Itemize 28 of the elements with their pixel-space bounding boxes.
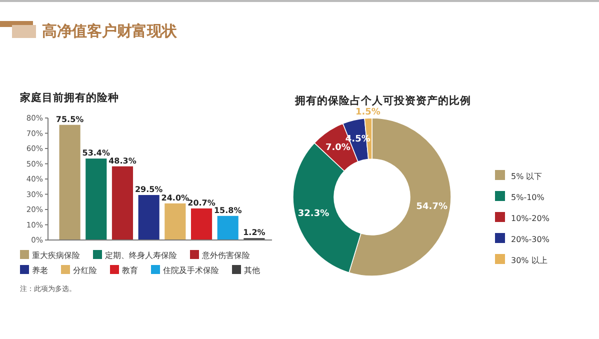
legend-label: 分红险 <box>73 266 97 275</box>
legend-label: 10%-20% <box>511 214 550 223</box>
data-label: 15.8% <box>214 206 242 215</box>
legend-label: 养老 <box>32 266 48 275</box>
data-label: 53.4% <box>82 148 110 158</box>
legend-label: 30% 以上 <box>511 256 548 265</box>
data-label: 24.0% <box>161 193 190 202</box>
chart-title: 拥有的保险占个人可投资资产的比例 <box>294 94 471 107</box>
data-label: 1.5% <box>355 107 380 118</box>
data-label: 32.3% <box>298 208 330 219</box>
data-label: 75.5% <box>56 114 84 124</box>
legend-label: 5% 以下 <box>511 172 542 181</box>
legend-label: 其他 <box>244 266 260 275</box>
legend-label: 教育 <box>122 266 138 275</box>
data-label: 54.7% <box>416 202 448 212</box>
legend-label: 住院及手术保险 <box>163 266 219 275</box>
chart-subtitle: 家庭目前拥有的险种 <box>19 91 119 104</box>
data-label: 20.7% <box>188 198 216 208</box>
chart-title: 高净值客户财富现状 <box>42 22 178 40</box>
data-label: 1.2% <box>243 228 266 238</box>
legend-label: 20%-30% <box>511 235 550 244</box>
data-label: 7.0% <box>325 143 350 154</box>
legend-label: 意外伤害保险 <box>201 251 250 260</box>
data-label: 48.3% <box>108 156 136 166</box>
data-label: 29.5% <box>134 185 163 194</box>
legend-label: 5%-10% <box>511 193 545 202</box>
legend-label: 定期、终身人寿保险 <box>105 251 177 260</box>
legend-label: 重大疾病保险 <box>32 251 80 260</box>
